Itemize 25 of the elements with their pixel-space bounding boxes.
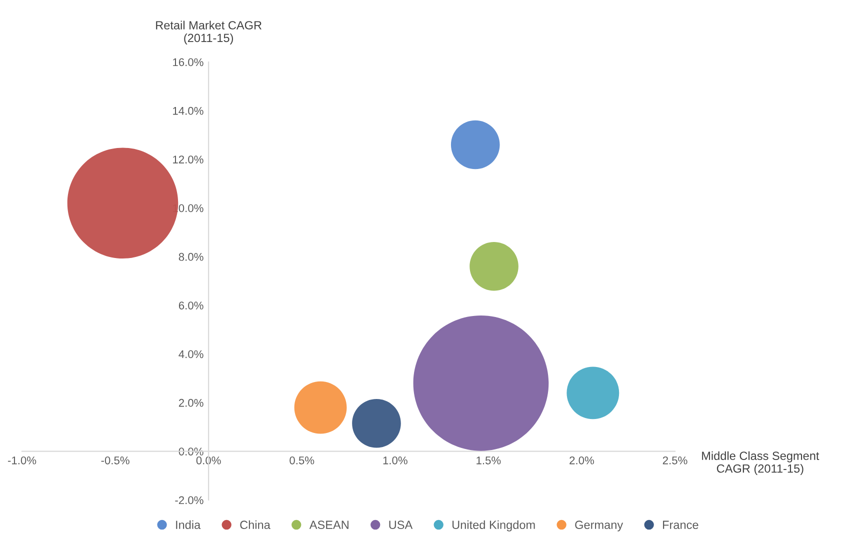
y-tick-label: 2.0% [178,398,204,407]
legend-label: India [176,520,201,530]
legend-label: USA [389,520,413,530]
x-tick-label: -0.5% [101,456,130,464]
legend-label: China [240,520,270,530]
x-tick-label: 0.0% [196,456,221,464]
y-tick-label: 14.0% [173,106,204,115]
y-tick-label: 6.0% [178,302,204,310]
y-axis-title: Retail Market CAGR (2011-15) [156,20,262,44]
y-tick-label: -2.0% [175,496,204,504]
x-tick-label: 2.0% [570,456,594,464]
x-tick-label: 1.5% [476,456,501,464]
y-tick-label: 12.0% [173,156,204,164]
legend-label: Germany [575,520,624,532]
legend-label: United Kingdom [452,520,535,532]
legend-label: ASEAN [309,520,348,530]
x-tick-label: 1.0% [383,456,408,464]
x-tick-label: 0.5% [290,456,314,464]
y-tick-label: 8.0% [178,252,204,261]
legend-label: France [663,520,698,530]
x-tick-label: -1.0% [8,456,36,464]
y-tick-label: 16.0% [173,58,204,66]
x-tick-label: 2.5% [662,456,688,464]
y-tick-label: 4.0% [178,350,204,358]
x-axis-title: Middle Class Segment CAGR (2011-15) [702,451,820,476]
